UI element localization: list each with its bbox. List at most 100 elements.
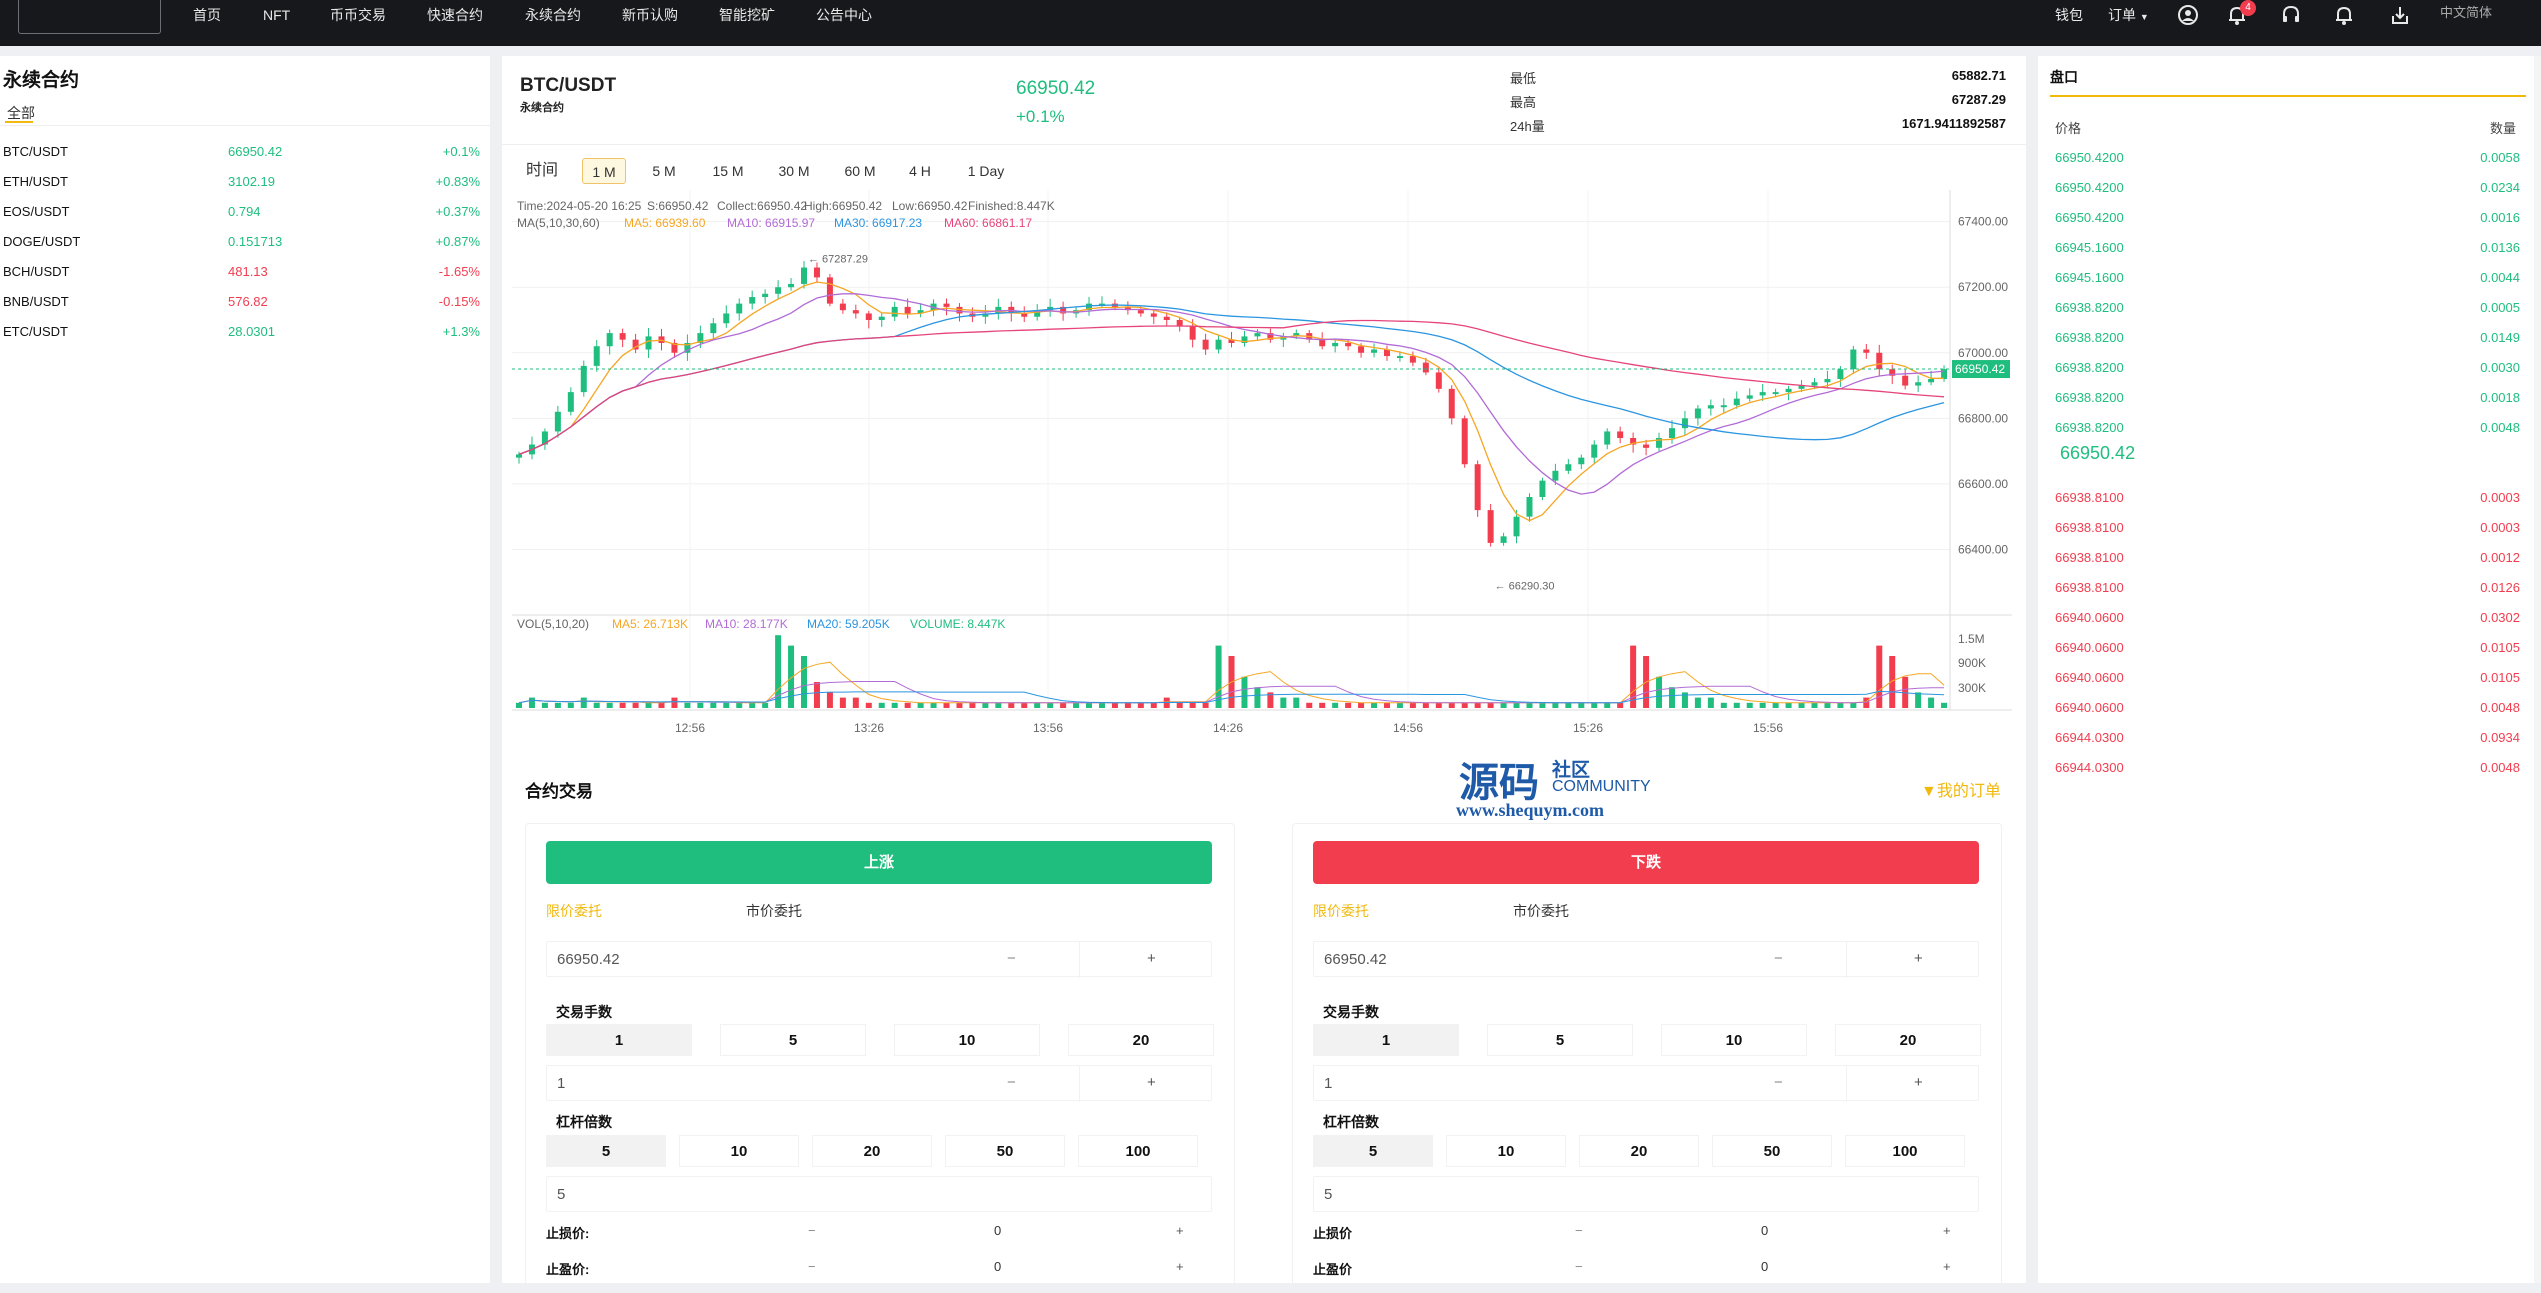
bid-row[interactable]: 66938.8200 0.0048 <box>2055 412 2520 442</box>
scrollbar[interactable] <box>2534 56 2541 1283</box>
market-row[interactable]: BTC/USDT 66950.42 +0.1% <box>0 136 490 166</box>
take-profit-row-value[interactable]: 0 <box>1761 1259 1769 1274</box>
leverage-input[interactable]: 5 <box>1313 1176 1979 1212</box>
leverage-option[interactable]: 100 <box>1845 1135 1965 1167</box>
nav-home[interactable]: 首页 <box>193 7 221 23</box>
lots-option[interactable]: 20 <box>1068 1024 1214 1056</box>
bid-row[interactable]: 66950.4200 0.0234 <box>2055 172 2520 202</box>
download-icon[interactable] <box>2389 4 2411 26</box>
ask-row[interactable]: 66938.8100 0.0003 <box>2055 482 2520 512</box>
plus-button[interactable]: + <box>1943 1259 1951 1274</box>
lots-option[interactable]: 5 <box>1487 1024 1633 1056</box>
bid-row[interactable]: 66938.8200 0.0005 <box>2055 292 2520 322</box>
timeframe-15m[interactable]: 15 M <box>712 163 744 179</box>
leverage-input[interactable]: 5 <box>546 1176 1212 1212</box>
bid-row[interactable]: 66938.8200 0.0149 <box>2055 322 2520 352</box>
tab-limit-order[interactable]: 限价委托 <box>546 903 602 919</box>
lots-input[interactable]: 1 − + <box>1313 1065 1979 1102</box>
ask-row[interactable]: 66944.0300 0.0934 <box>2055 722 2520 752</box>
minus-button[interactable]: − <box>808 1259 816 1274</box>
my-orders-link[interactable]: ▼我的订单 <box>1921 777 2001 801</box>
nav-new-coin[interactable]: 新币认购 <box>622 7 678 23</box>
ask-row[interactable]: 66938.8100 0.0126 <box>2055 572 2520 602</box>
ask-row[interactable]: 66940.0600 0.0302 <box>2055 602 2520 632</box>
minus-button[interactable]: − <box>808 1223 816 1238</box>
plus-button[interactable]: + <box>1147 950 1156 967</box>
minus-button[interactable]: − <box>1007 950 1016 967</box>
leverage-option[interactable]: 5 <box>1313 1135 1433 1167</box>
language-select[interactable]: 中文简体 <box>2440 5 2493 20</box>
leverage-option[interactable]: 10 <box>1446 1135 1566 1167</box>
plus-button[interactable]: + <box>1176 1259 1184 1274</box>
timeframe-4h[interactable]: 4 H <box>909 163 931 179</box>
leverage-option[interactable]: 50 <box>945 1135 1065 1167</box>
plus-button[interactable]: + <box>1176 1223 1184 1238</box>
leverage-option[interactable]: 20 <box>812 1135 932 1167</box>
plus-button[interactable]: + <box>1943 1223 1951 1238</box>
logo[interactable] <box>18 0 161 34</box>
bid-row[interactable]: 66945.1600 0.0044 <box>2055 262 2520 292</box>
nav-nft[interactable]: NFT <box>263 7 291 23</box>
lots-option[interactable]: 1 <box>546 1024 692 1056</box>
market-tab-all[interactable]: 全部 <box>7 105 35 121</box>
market-row[interactable]: ETH/USDT 3102.19 +0.83% <box>0 166 490 196</box>
market-row[interactable]: BNB/USDT 576.82 -0.15% <box>0 286 490 316</box>
tab-market-order[interactable]: 市价委托 <box>1513 903 1569 919</box>
lots-option[interactable]: 10 <box>894 1024 1040 1056</box>
timeframe-1m[interactable]: 1 M <box>582 158 626 184</box>
tab-market-order[interactable]: 市价委托 <box>746 903 802 919</box>
timeframe-30m[interactable]: 30 M <box>778 163 810 179</box>
lots-option[interactable]: 1 <box>1313 1024 1459 1056</box>
nav-mining[interactable]: 智能挖矿 <box>719 7 775 23</box>
user-icon[interactable] <box>2177 4 2199 26</box>
take-profit-row-value[interactable]: 0 <box>994 1259 1002 1274</box>
minus-button[interactable]: − <box>1774 950 1783 967</box>
nav-spot[interactable]: 币币交易 <box>330 7 386 23</box>
plus-button[interactable]: + <box>1147 1074 1156 1091</box>
leverage-option[interactable]: 5 <box>546 1135 666 1167</box>
notification-icon[interactable] <box>2333 4 2355 26</box>
market-row[interactable]: EOS/USDT 0.794 +0.37% <box>0 196 490 226</box>
market-row[interactable]: DOGE/USDT 0.151713 +0.87% <box>0 226 490 256</box>
ask-row[interactable]: 66940.0600 0.0048 <box>2055 692 2520 722</box>
minus-button[interactable]: − <box>1007 1074 1016 1091</box>
bid-row[interactable]: 66938.8200 0.0030 <box>2055 352 2520 382</box>
tab-limit-order[interactable]: 限价委托 <box>1313 903 1369 919</box>
ask-row[interactable]: 66944.0300 0.0048 <box>2055 752 2520 782</box>
bid-row[interactable]: 66950.4200 0.0016 <box>2055 202 2520 232</box>
plus-button[interactable]: + <box>1914 1074 1923 1091</box>
price-input[interactable]: 66950.42 − + <box>1313 941 1979 978</box>
plus-button[interactable]: + <box>1914 950 1923 967</box>
stop-loss-row-value[interactable]: 0 <box>1761 1223 1769 1238</box>
leverage-option[interactable]: 100 <box>1078 1135 1198 1167</box>
nav-announcements[interactable]: 公告中心 <box>816 7 872 23</box>
sell-button[interactable]: 下跌 <box>1313 841 1979 884</box>
lots-option[interactable]: 5 <box>720 1024 866 1056</box>
nav-wallet[interactable]: 钱包 <box>2055 7 2083 23</box>
headset-icon[interactable] <box>2280 4 2302 26</box>
buy-button[interactable]: 上涨 <box>546 841 1212 884</box>
timeframe-1day[interactable]: 1 Day <box>967 163 1005 179</box>
ask-row[interactable]: 66940.0600 0.0105 <box>2055 632 2520 662</box>
ask-row[interactable]: 66938.8100 0.0012 <box>2055 542 2520 572</box>
market-row[interactable]: BCH/USDT 481.13 -1.65% <box>0 256 490 286</box>
timeframe-5m[interactable]: 5 M <box>652 163 676 179</box>
nav-orders[interactable]: 订单 ▼ <box>2108 0 2149 30</box>
lots-option[interactable]: 20 <box>1835 1024 1981 1056</box>
nav-perpetual[interactable]: 永续合约 <box>525 7 581 23</box>
leverage-option[interactable]: 10 <box>679 1135 799 1167</box>
minus-button[interactable]: − <box>1575 1223 1583 1238</box>
leverage-option[interactable]: 20 <box>1579 1135 1699 1167</box>
price-input[interactable]: 66950.42 − + <box>546 941 1212 978</box>
market-row[interactable]: ETC/USDT 28.0301 +1.3% <box>0 316 490 346</box>
bid-row[interactable]: 66938.8200 0.0018 <box>2055 382 2520 412</box>
stop-loss-row-value[interactable]: 0 <box>994 1223 1002 1238</box>
minus-button[interactable]: − <box>1774 1074 1783 1091</box>
timeframe-60m[interactable]: 60 M <box>844 163 876 179</box>
lots-option[interactable]: 10 <box>1661 1024 1807 1056</box>
ask-row[interactable]: 66940.0600 0.0105 <box>2055 662 2520 692</box>
minus-button[interactable]: − <box>1575 1259 1583 1274</box>
kline-chart[interactable]: 67400.00 67200.00 67000.00 66800.00 66600.00… <box>502 190 2026 750</box>
lots-input[interactable]: 1 − + <box>546 1065 1212 1102</box>
nav-quick-contract[interactable]: 快速合约 <box>427 7 483 23</box>
